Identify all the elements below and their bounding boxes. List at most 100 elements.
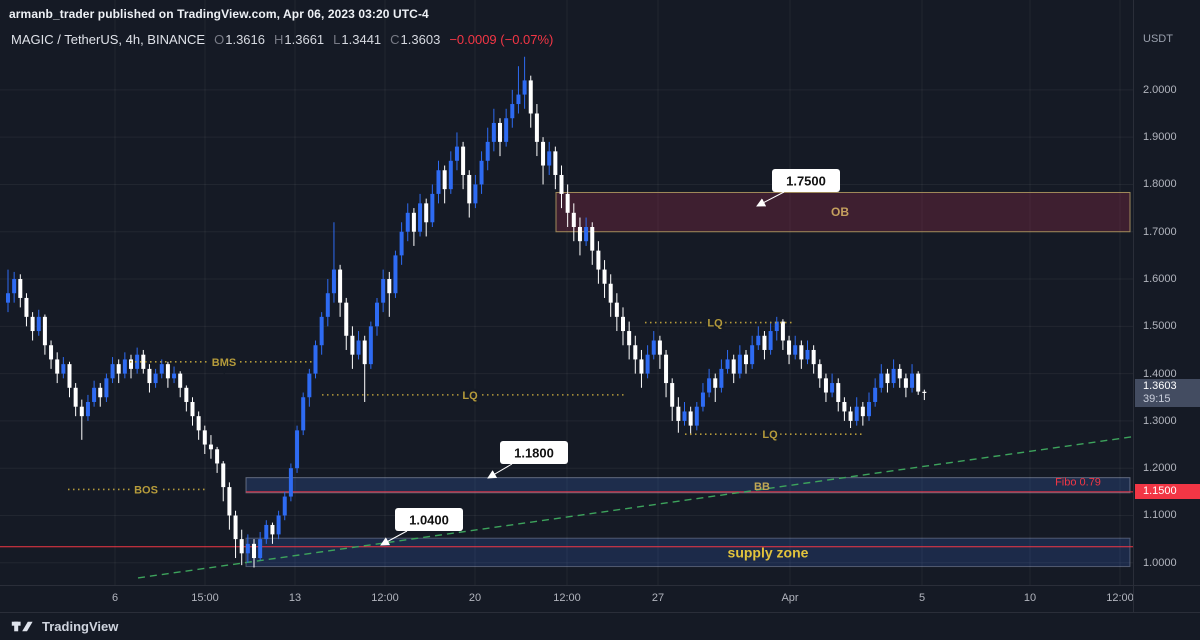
level-label: LQ	[762, 429, 778, 441]
price-level-badge: 1.1500	[1135, 483, 1200, 499]
candle	[141, 354, 146, 369]
candle	[534, 113, 539, 142]
candle	[381, 279, 386, 303]
candle	[879, 373, 884, 388]
chart-window: BMS LQ LQ LQ BOS OB BB supply zone Fibo 0.79 1.75…	[0, 0, 1200, 585]
callout-box	[772, 169, 840, 192]
candle	[418, 203, 423, 232]
time-tick-label: 20	[468, 592, 482, 604]
zone-bb	[245, 477, 1131, 494]
zones-layer	[0, 191, 1133, 579]
candle	[202, 430, 207, 445]
high-label: H	[274, 32, 284, 47]
callout-text: 1.7500	[786, 174, 826, 189]
price-tick-label: 1.2000	[1143, 462, 1177, 475]
candle	[270, 524, 275, 535]
candle	[393, 255, 398, 294]
price-tick-label: 1.0000	[1143, 556, 1177, 569]
candle	[713, 378, 718, 388]
candle	[461, 146, 466, 175]
candle	[744, 354, 748, 365]
price-tick-label: 1.5000	[1143, 320, 1177, 333]
level-label: BMS	[212, 357, 236, 369]
candle	[522, 80, 527, 95]
candle	[172, 373, 177, 379]
open-label: O	[214, 32, 225, 47]
candle	[258, 539, 263, 559]
candle	[215, 449, 220, 464]
candle	[178, 373, 183, 388]
callout-arrow	[487, 463, 513, 479]
candle	[823, 378, 828, 393]
candle	[485, 141, 490, 161]
price-callout[interactable]: 1.1800	[487, 441, 568, 479]
symbol-title[interactable]: MAGIC / TetherUS, 4h, BINANCE	[11, 32, 206, 47]
candle	[104, 378, 109, 398]
candle	[498, 122, 502, 142]
candle	[682, 411, 687, 421]
candle	[368, 326, 373, 365]
candle	[885, 373, 890, 384]
candle	[922, 391, 927, 393]
candle	[657, 340, 662, 355]
close-value: 1.3603	[400, 32, 441, 47]
candle	[805, 349, 810, 360]
bar-countdown: 39:15	[1143, 393, 1171, 406]
candle	[338, 269, 343, 303]
price-tick-label: 1.9000	[1143, 131, 1177, 144]
candle	[774, 321, 779, 332]
candle	[252, 543, 256, 559]
candle	[67, 364, 72, 388]
price-axis[interactable]: USDT 1.3603 39:15 1.1500 2.0000 1.9000 1.8…	[1133, 0, 1200, 585]
candle	[79, 406, 84, 417]
candle	[910, 373, 915, 388]
callout-box	[500, 441, 568, 464]
candle	[454, 146, 459, 161]
symbol-legend[interactable]: MAGIC / TetherUS, 4h, BINANCE O1.3616 H1.3…	[11, 32, 553, 47]
tradingview-wordmark: TradingView	[42, 619, 119, 634]
time-tick-label: Apr	[781, 592, 799, 604]
low-label: L	[333, 32, 341, 47]
candle	[627, 331, 632, 346]
candle	[528, 80, 533, 114]
candle	[700, 392, 705, 407]
candle	[325, 293, 330, 317]
candle	[750, 345, 755, 365]
candle	[664, 354, 669, 384]
candle	[848, 411, 853, 421]
candle	[448, 160, 453, 190]
price-chart[interactable]: BMS LQ LQ LQ BOS OB BB supply zone Fibo 0.79 1.75…	[0, 0, 1133, 585]
candle	[331, 269, 336, 294]
last-price-value: 1.3603	[1143, 380, 1177, 393]
price-callout[interactable]: 1.0400	[380, 508, 463, 546]
candle	[245, 543, 250, 554]
candle	[399, 231, 404, 256]
candle	[411, 212, 416, 232]
candle	[36, 316, 41, 332]
candle	[836, 383, 841, 402]
candle	[221, 463, 226, 488]
callout-arrow	[380, 530, 408, 546]
time-axis[interactable]: 6 15:00 13 12:00 20 12:00 27 Apr 5 10 12:00	[0, 585, 1200, 612]
candle	[190, 401, 195, 417]
tradingview-logo[interactable]: TradingView	[11, 619, 118, 634]
candle	[196, 416, 201, 431]
grid-layer	[0, 0, 1133, 585]
candle	[307, 373, 312, 398]
candle	[165, 364, 170, 379]
candle	[159, 364, 164, 374]
candle	[473, 184, 478, 204]
candle	[510, 104, 515, 119]
callout-arrow	[756, 191, 785, 207]
candle	[584, 227, 589, 242]
candle	[424, 203, 429, 223]
time-tick-label: 12:00	[553, 592, 581, 604]
candle	[122, 359, 127, 374]
price-tick-label: 1.4000	[1143, 367, 1177, 380]
candle	[276, 515, 281, 535]
candle	[49, 345, 54, 360]
candle	[645, 354, 650, 374]
candle	[208, 444, 213, 450]
price-callout[interactable]: 1.7500	[756, 169, 840, 207]
candle	[282, 496, 287, 516]
